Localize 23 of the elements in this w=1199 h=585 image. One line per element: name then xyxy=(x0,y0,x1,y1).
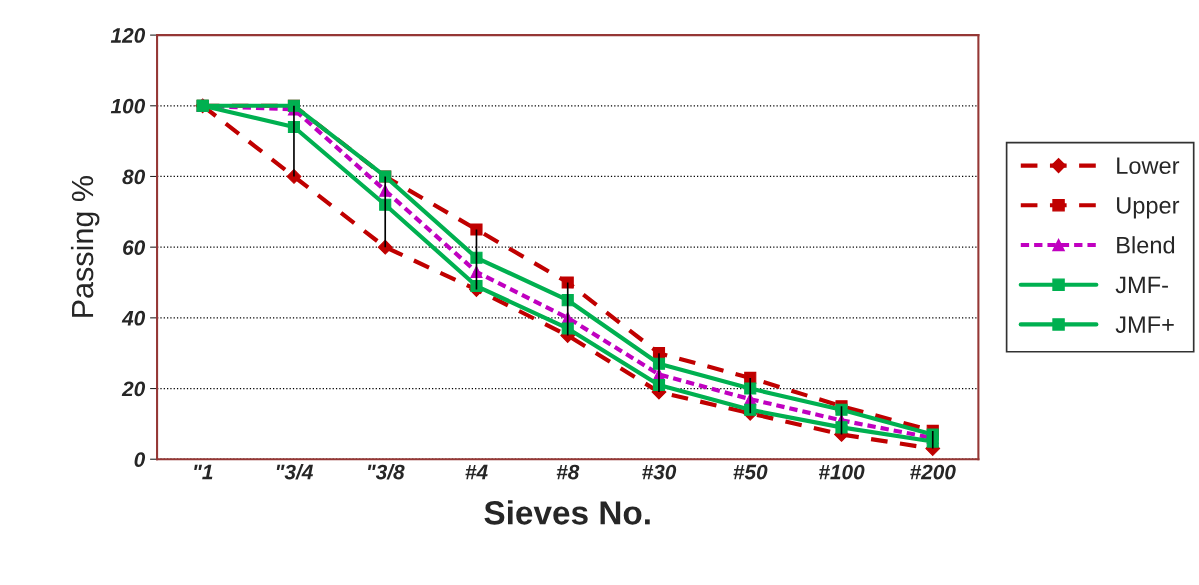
legend-label: Upper xyxy=(1117,197,1180,219)
y-tick-label: 0 xyxy=(134,452,146,467)
x-tick-label: "1 xyxy=(194,464,213,480)
x-tick-label: #4 xyxy=(465,464,488,480)
y-tick-label: 40 xyxy=(121,310,146,326)
x-tick-label: #200 xyxy=(910,464,956,480)
legend-label: Blend xyxy=(1117,236,1175,254)
legend-label: JMF+ xyxy=(1115,316,1174,333)
legend-label: Lower xyxy=(1117,157,1180,175)
y-tick-label: 100 xyxy=(110,98,146,114)
x-tick-label: "3/8 xyxy=(368,464,405,480)
x-tick-label: #30 xyxy=(642,464,677,480)
legend-label: JMF- xyxy=(1115,276,1168,294)
y-tick-label: 120 xyxy=(110,28,146,43)
x-axis-title: Sieves No. xyxy=(484,500,650,525)
y-tick-label: 80 xyxy=(122,169,146,185)
y-tick-label: 20 xyxy=(121,381,146,397)
x-tick-label: "3/4 xyxy=(276,464,314,480)
x-tick-label: #50 xyxy=(733,464,768,480)
x-tick-label: #8 xyxy=(556,464,580,480)
y-axis-title: Passing % xyxy=(70,176,100,317)
y-tick-label: 60 xyxy=(123,240,146,255)
x-tick-label: #100 xyxy=(818,464,865,480)
